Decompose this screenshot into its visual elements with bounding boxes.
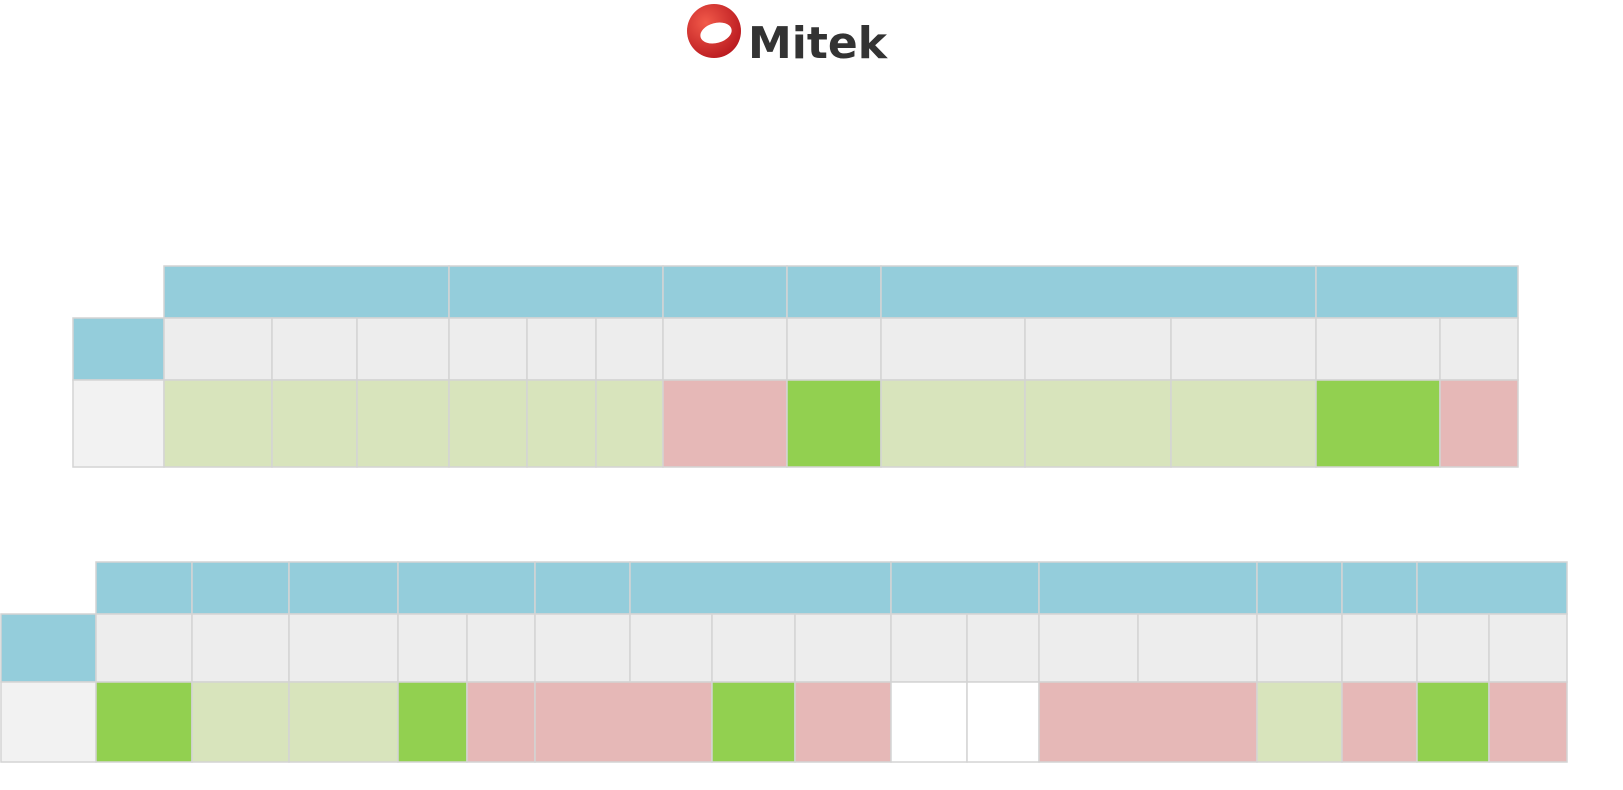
column-header-cell xyxy=(271,317,358,381)
status-cell xyxy=(356,379,450,468)
status-cell xyxy=(1488,681,1568,763)
column-header-cell xyxy=(1341,613,1418,683)
group-header-cell xyxy=(534,561,631,615)
group-header-cell xyxy=(880,265,1317,319)
status-cell xyxy=(1038,681,1258,763)
status-cell xyxy=(1256,681,1343,763)
logo-text: Mitek xyxy=(748,18,889,69)
status-cell xyxy=(711,681,796,763)
column-header-cell xyxy=(1170,317,1317,381)
column-header-cell xyxy=(711,613,796,683)
group-header-cell xyxy=(163,265,450,319)
group-header-cell xyxy=(1341,561,1418,615)
status-cell xyxy=(966,681,1040,763)
column-header-cell xyxy=(1416,613,1490,683)
column-header-cell xyxy=(595,317,664,381)
column-header-cell xyxy=(95,613,193,683)
corner-header-cell xyxy=(72,317,165,381)
column-header-cell xyxy=(662,317,788,381)
status-cell xyxy=(794,681,892,763)
group-header-cell xyxy=(786,265,882,319)
status-cell xyxy=(191,681,290,763)
group-header-cell xyxy=(1416,561,1568,615)
column-header-cell xyxy=(356,317,450,381)
status-cell xyxy=(397,681,468,763)
status-cell xyxy=(662,379,788,468)
group-header-cell xyxy=(448,265,664,319)
status-cell xyxy=(1341,681,1418,763)
status-cell xyxy=(595,379,664,468)
group-header-cell xyxy=(1038,561,1258,615)
group-header-cell xyxy=(629,561,892,615)
column-header-cell xyxy=(526,317,597,381)
status-cell xyxy=(288,681,399,763)
column-header-cell xyxy=(786,317,882,381)
column-header-cell xyxy=(966,613,1040,683)
status-cell xyxy=(880,379,1026,468)
group-header-cell xyxy=(1256,561,1343,615)
status-cell xyxy=(1439,379,1519,468)
status-cell xyxy=(163,379,273,468)
status-cell xyxy=(1315,379,1441,468)
column-header-cell xyxy=(163,317,273,381)
group-header-cell xyxy=(288,561,399,615)
column-header-cell xyxy=(1315,317,1441,381)
group-header-cell xyxy=(1315,265,1519,319)
column-header-cell xyxy=(1256,613,1343,683)
status-cell xyxy=(95,681,193,763)
status-cell xyxy=(466,681,536,763)
column-header-cell xyxy=(890,613,968,683)
column-header-cell xyxy=(466,613,536,683)
logo: Mitek xyxy=(687,4,889,69)
column-header-cell xyxy=(880,317,1026,381)
group-header-cell xyxy=(397,561,536,615)
column-header-cell xyxy=(1038,613,1139,683)
column-header-cell xyxy=(397,613,468,683)
column-header-cell xyxy=(794,613,892,683)
logo-swirl xyxy=(700,22,732,44)
status-cell xyxy=(786,379,882,468)
group-header-cell xyxy=(890,561,1040,615)
row-label-cell xyxy=(72,379,165,468)
column-header-cell xyxy=(1137,613,1258,683)
row-label-cell xyxy=(0,681,97,763)
status-cell xyxy=(534,681,713,763)
column-header-cell xyxy=(1439,317,1519,381)
status-cell xyxy=(890,681,968,763)
group-header-cell xyxy=(662,265,788,319)
column-header-cell xyxy=(629,613,713,683)
status-cell xyxy=(1170,379,1317,468)
group-header-cell xyxy=(191,561,290,615)
status-cell xyxy=(271,379,358,468)
column-header-cell xyxy=(1488,613,1568,683)
group-header-cell xyxy=(95,561,193,615)
status-cell xyxy=(1024,379,1172,468)
column-header-cell xyxy=(288,613,399,683)
column-header-cell xyxy=(1024,317,1172,381)
column-header-cell xyxy=(191,613,290,683)
status-cell xyxy=(448,379,528,468)
column-header-cell xyxy=(534,613,631,683)
corner-header-cell xyxy=(0,613,97,683)
status-cell xyxy=(526,379,597,468)
column-header-cell xyxy=(448,317,528,381)
status-cell xyxy=(1416,681,1490,763)
